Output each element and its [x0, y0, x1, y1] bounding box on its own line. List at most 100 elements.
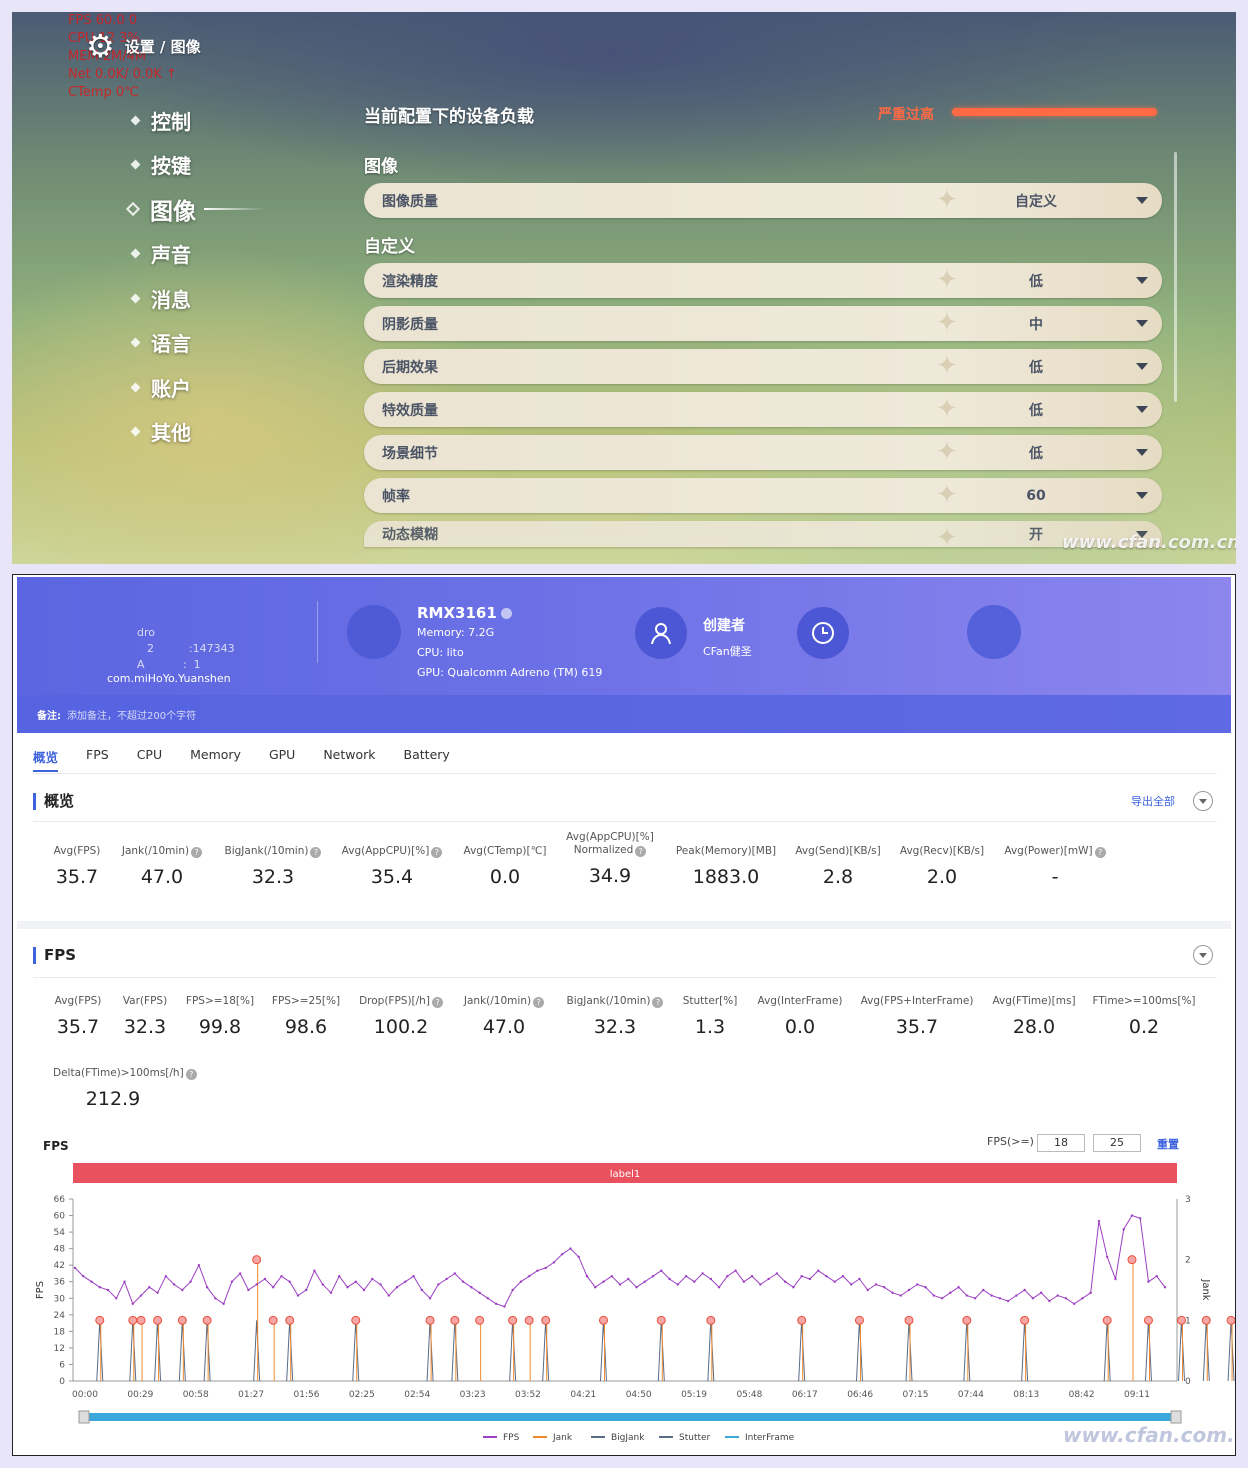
jank-point[interactable]: [706, 1315, 716, 1325]
fps-point[interactable]: [1006, 1299, 1010, 1303]
chevron-down-icon[interactable]: [1136, 492, 1148, 499]
fps-point[interactable]: [1155, 1275, 1158, 1278]
fps-point[interactable]: [1163, 1286, 1167, 1289]
fps-point[interactable]: [585, 1275, 589, 1278]
setting-row-dropdown[interactable]: 帧率 ✦ 60: [364, 478, 1162, 513]
bigjank-mark[interactable]: [855, 1320, 863, 1382]
fps-point[interactable]: [676, 1283, 680, 1286]
help-icon[interactable]: ?: [310, 847, 322, 858]
help-icon[interactable]: ?: [635, 846, 647, 857]
bigjank-mark[interactable]: [1178, 1320, 1186, 1382]
jank-point[interactable]: [153, 1315, 163, 1325]
bigjank-mark[interactable]: [542, 1320, 550, 1382]
label-band[interactable]: [73, 1163, 1177, 1183]
fps-point[interactable]: [899, 1294, 902, 1297]
nav-item-6[interactable]: 账户: [130, 365, 264, 410]
fps-point[interactable]: [511, 1288, 514, 1292]
jank-point[interactable]: [1102, 1315, 1112, 1325]
help-icon[interactable]: ?: [652, 997, 664, 1008]
fps-point[interactable]: [148, 1286, 151, 1289]
fps-point[interactable]: [445, 1277, 448, 1281]
fps-point[interactable]: [577, 1255, 580, 1259]
fps-point[interactable]: [990, 1294, 993, 1297]
fps-point[interactable]: [1147, 1280, 1150, 1283]
fps-point[interactable]: [1139, 1217, 1142, 1220]
jank-point[interactable]: [1177, 1315, 1187, 1325]
fps-point[interactable]: [247, 1288, 250, 1292]
fps-point[interactable]: [998, 1297, 1002, 1300]
legend-label[interactable]: BigJank: [611, 1433, 645, 1443]
jank-point[interactable]: [177, 1315, 187, 1325]
fps-point[interactable]: [973, 1297, 977, 1300]
bigjank-mark[interactable]: [798, 1320, 806, 1382]
nav-item-3[interactable]: 声音: [130, 232, 264, 277]
fps-point[interactable]: [296, 1294, 300, 1297]
fps-point[interactable]: [379, 1283, 382, 1286]
fps-point[interactable]: [841, 1275, 845, 1278]
bigjank-mark[interactable]: [96, 1320, 104, 1382]
fps-point[interactable]: [651, 1275, 655, 1278]
bigjank-mark[interactable]: [203, 1320, 211, 1382]
fps-point[interactable]: [610, 1275, 613, 1278]
jank-point[interactable]: [351, 1315, 361, 1325]
jank-point[interactable]: [598, 1315, 608, 1325]
bigjank-mark[interactable]: [1202, 1320, 1210, 1382]
fps-point[interactable]: [742, 1280, 746, 1283]
chevron-down-icon[interactable]: [1136, 277, 1148, 284]
fps-threshold-18-input[interactable]: 18: [1037, 1134, 1085, 1152]
bigjank-mark[interactable]: [154, 1320, 162, 1382]
fps-point[interactable]: [1122, 1228, 1125, 1231]
tab-概览[interactable]: 概览: [33, 747, 59, 772]
fps-point[interactable]: [527, 1275, 531, 1278]
fps-point[interactable]: [850, 1283, 853, 1286]
fps-point[interactable]: [1081, 1297, 1084, 1300]
fps-point[interactable]: [1015, 1294, 1018, 1297]
legend-label[interactable]: FPS: [503, 1433, 520, 1443]
bigjank-mark[interactable]: [426, 1320, 434, 1382]
fps-point[interactable]: [420, 1288, 424, 1292]
fps-point[interactable]: [635, 1286, 638, 1289]
fps-point[interactable]: [940, 1297, 944, 1300]
fps-point[interactable]: [494, 1302, 498, 1305]
legend-label[interactable]: Jank: [552, 1433, 573, 1443]
nav-item-0[interactable]: 控制: [130, 98, 264, 143]
fps-point[interactable]: [238, 1272, 242, 1275]
fps-point[interactable]: [684, 1275, 688, 1278]
jank-point[interactable]: [656, 1315, 666, 1325]
fps-point[interactable]: [338, 1275, 341, 1278]
bigjank-mark[interactable]: [352, 1320, 360, 1382]
jank-point[interactable]: [1226, 1315, 1235, 1325]
fps-point[interactable]: [825, 1275, 828, 1278]
reset-button[interactable]: 重置: [1157, 1138, 1179, 1151]
jank-point[interactable]: [797, 1315, 807, 1325]
fps-point[interactable]: [982, 1288, 985, 1292]
fps-point[interactable]: [371, 1277, 374, 1281]
fps-point[interactable]: [792, 1286, 795, 1289]
fps-point[interactable]: [767, 1277, 770, 1281]
fps-point[interactable]: [957, 1286, 960, 1289]
chevron-down-icon[interactable]: [1136, 363, 1148, 370]
bigjank-mark[interactable]: [963, 1320, 971, 1382]
bigjank-mark[interactable]: [286, 1320, 294, 1382]
fps-point[interactable]: [569, 1247, 572, 1250]
zoom-slider-track[interactable]: [81, 1413, 1175, 1421]
jank-point[interactable]: [962, 1315, 972, 1325]
jank-point[interactable]: [475, 1315, 485, 1325]
fps-point[interactable]: [354, 1280, 357, 1283]
fps-point[interactable]: [833, 1280, 836, 1283]
tab-network[interactable]: Network: [323, 747, 376, 762]
bigjank-mark[interactable]: [1103, 1320, 1111, 1382]
fps-point[interactable]: [693, 1280, 696, 1283]
bigjank-mark[interactable]: [253, 1320, 261, 1382]
help-icon[interactable]: ?: [533, 997, 545, 1008]
fps-point[interactable]: [164, 1275, 168, 1278]
fps-point[interactable]: [362, 1288, 366, 1292]
fps-point[interactable]: [1114, 1277, 1117, 1281]
fps-point[interactable]: [643, 1280, 646, 1283]
jank-point[interactable]: [128, 1315, 138, 1325]
fps-point[interactable]: [321, 1283, 324, 1286]
fps-point[interactable]: [486, 1297, 490, 1300]
bigjank-mark[interactable]: [1227, 1320, 1235, 1382]
fps-point[interactable]: [1048, 1299, 1051, 1303]
